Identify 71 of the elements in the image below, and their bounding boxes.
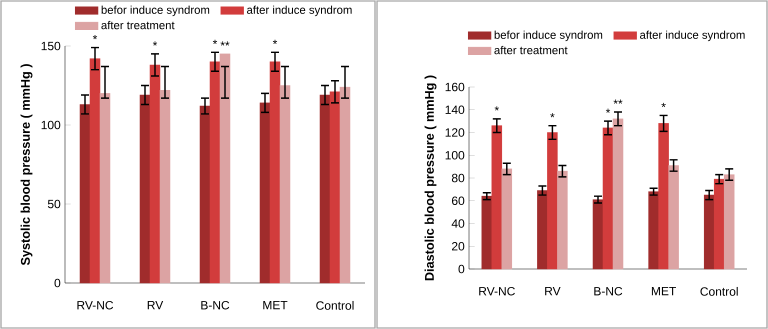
bar: [648, 191, 659, 270]
y-axis-title: Diastolic blood pressure ( mmHg ): [424, 76, 436, 280]
bar: [537, 190, 548, 270]
y-tick-label: 120: [446, 128, 464, 137]
y-tick-label: 40: [452, 219, 464, 228]
bar: [340, 86, 350, 284]
annotation: *: [661, 102, 666, 108]
bar: [140, 94, 150, 284]
bar: [220, 54, 230, 284]
bar: [502, 168, 512, 270]
legend-label: after induce syndrom: [640, 30, 745, 42]
x-tick-label: MET: [263, 300, 288, 310]
x-tick-label: Control: [700, 286, 738, 296]
bar: [724, 174, 734, 270]
annotation: *: [152, 41, 158, 46]
y-tick-label: 80: [452, 174, 464, 182]
bar: [270, 62, 280, 284]
annotation: **: [614, 100, 622, 104]
x-tick-label: RV-NC: [479, 286, 515, 296]
bar: [200, 106, 210, 284]
y-tick-label: 100: [42, 120, 60, 130]
legend-label: befor induce syndrom: [494, 30, 602, 42]
legend-label: after induce syndrom: [247, 6, 352, 16]
x-tick-label: RV: [545, 286, 561, 296]
bar: [80, 104, 90, 284]
bar: [280, 85, 290, 284]
x-tick-label: Control: [316, 300, 354, 310]
bar: [612, 118, 624, 270]
bar: [714, 178, 724, 270]
annotation: *: [494, 106, 499, 111]
bar: [547, 132, 558, 270]
bar: [100, 93, 110, 284]
x-tick-label: MET: [652, 286, 676, 296]
bar: [668, 165, 679, 270]
y-tick-label: 60: [452, 196, 464, 206]
bar: [330, 92, 340, 284]
y-tick-label: 20: [452, 242, 464, 251]
bar: [90, 58, 100, 284]
bar: [150, 64, 160, 284]
y-tick-label: 0: [458, 264, 464, 274]
x-tick-label: RV-NC: [77, 300, 114, 310]
y-tick-label: 100: [446, 150, 464, 160]
bar: [160, 90, 170, 284]
bar: [592, 199, 604, 270]
x-tick-label: B-NC: [594, 286, 622, 296]
annotation: *: [92, 35, 98, 40]
annotation: *: [272, 40, 278, 44]
legend-label: after treatment: [101, 20, 175, 30]
y-tick-label: 160: [446, 82, 464, 92]
bar: [482, 196, 492, 270]
annotation: **: [220, 41, 230, 46]
x-tick-label: RV: [148, 300, 164, 310]
bar: [492, 125, 502, 270]
bar: [320, 94, 330, 284]
bar: [658, 123, 669, 270]
x-tick-label: B-NC: [201, 300, 230, 310]
bar: [704, 194, 714, 270]
legend-label: befor induce syndrom: [102, 6, 210, 16]
bar: [210, 62, 220, 284]
y-tick-label: 50: [48, 200, 60, 208]
annotation: *: [550, 113, 555, 118]
y-axis-title: Systolic blood pressure ( mmHg ): [20, 64, 32, 266]
y-tick-label: 140: [446, 105, 464, 114]
annotation: *: [606, 108, 610, 113]
legend-label: after treatment: [494, 46, 568, 54]
bar: [260, 102, 270, 284]
annotation: *: [212, 40, 218, 44]
y-tick-label: 150: [42, 42, 60, 50]
y-tick-label: 0: [54, 278, 60, 288]
bar: [602, 128, 614, 270]
bar: [557, 170, 568, 270]
